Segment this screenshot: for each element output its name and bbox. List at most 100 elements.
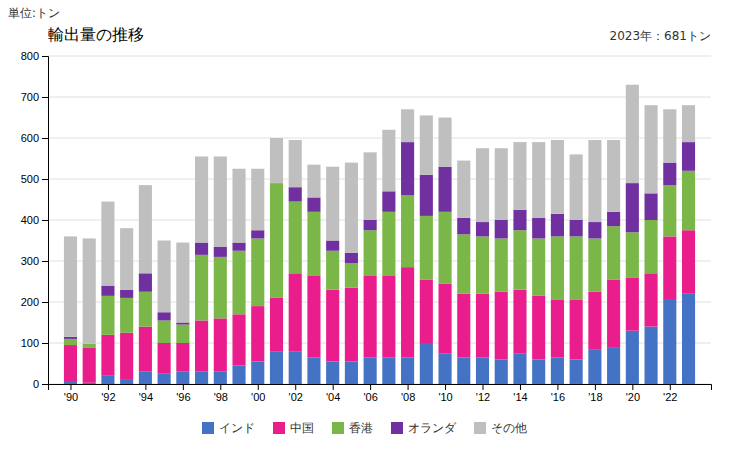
bar-segment: [382, 275, 395, 357]
x-tick-label: '10: [438, 391, 452, 403]
legend-item: オランダ: [391, 421, 457, 435]
x-tick-mark: [595, 384, 596, 390]
bar-segment: [195, 320, 208, 371]
bar-segment: [270, 351, 283, 384]
bar-segment: [364, 275, 377, 357]
bar-segment: [663, 163, 676, 186]
bar-segment: [645, 193, 658, 220]
bar-segment: [326, 241, 339, 251]
bar-segment: [345, 253, 358, 263]
bar-segment: [532, 142, 545, 218]
x-tick-mark: [183, 384, 184, 390]
bar-segment: [345, 163, 358, 253]
x-tick: '20: [626, 384, 640, 403]
y-tick-label: 600: [21, 132, 39, 144]
bar-segment: [588, 349, 601, 384]
bar-segment: [251, 361, 264, 384]
bar-segment: [307, 212, 320, 276]
x-tick-mark: [670, 384, 671, 390]
bar-segment: [158, 320, 171, 343]
bar-segment: [83, 238, 96, 343]
x-tick-label: '06: [363, 391, 377, 403]
bar-segment: [64, 337, 77, 339]
y-tick: 200: [21, 296, 48, 308]
bar-segment: [588, 140, 601, 222]
x-tick-mark: [520, 384, 521, 390]
x-tick-label: '92: [101, 391, 115, 403]
bar-segment: [382, 212, 395, 276]
y-tick-mark: [42, 220, 48, 221]
bar-segment: [139, 185, 152, 273]
bar-segment: [307, 357, 320, 384]
bar-segment: [83, 344, 96, 348]
x-tick-label: '00: [251, 391, 265, 403]
y-tick-mark: [42, 56, 48, 57]
bar-segment: [195, 243, 208, 255]
legend-swatch: [273, 422, 285, 434]
x-tick: '18: [588, 384, 602, 403]
bar-segment: [438, 118, 451, 167]
x-tick-mark: [295, 384, 296, 390]
bar-segment: [570, 154, 583, 220]
y-tick-label: 100: [21, 337, 39, 349]
bar-segment: [476, 148, 489, 222]
x-tick-mark: [370, 384, 371, 390]
bar-segment: [176, 323, 189, 325]
y-tick-label: 0: [33, 378, 39, 390]
bar-segment: [83, 348, 96, 383]
x-tick: '12: [476, 384, 490, 403]
bar-segment: [195, 156, 208, 242]
bar-segment: [682, 105, 695, 142]
series-1: [64, 230, 695, 383]
y-axis-line: [42, 57, 49, 385]
x-tick-label: '20: [626, 391, 640, 403]
bar-segment: [682, 171, 695, 230]
legend-swatch: [391, 422, 403, 434]
legend-label: 香港: [349, 421, 373, 435]
bar-segment: [626, 331, 639, 384]
bar-segment: [345, 263, 358, 288]
series-4: [64, 85, 695, 344]
y-tick-mark: [42, 97, 48, 98]
bar-segment: [401, 109, 414, 142]
bar-segment: [158, 241, 171, 313]
x-axis-line: [49, 385, 712, 391]
bar-segment: [645, 105, 658, 193]
x-tick: '14: [513, 384, 527, 403]
x-tick-label: '22: [663, 391, 677, 403]
bar-segment: [420, 175, 433, 216]
bar-segment: [495, 359, 508, 384]
bar-segment: [457, 218, 470, 234]
y-tick: 600: [21, 132, 48, 144]
grid: [48, 56, 711, 384]
bar-segment: [251, 306, 264, 361]
bar-segment: [570, 220, 583, 236]
bar-segment: [120, 290, 133, 298]
bar-segment: [364, 230, 377, 275]
bar-segment: [495, 292, 508, 360]
bar-segment: [476, 222, 489, 236]
grid-line: [48, 56, 711, 57]
y-tick-label: 500: [21, 173, 39, 185]
x-tick-mark: [333, 384, 334, 390]
bar-segment: [551, 140, 564, 214]
y-tick-label: 700: [21, 91, 39, 103]
bar-segment: [270, 183, 283, 298]
bar-segment: [476, 294, 489, 358]
bar-segment: [139, 372, 152, 384]
grid-line: [48, 138, 711, 139]
bar-segment: [195, 372, 208, 384]
bar-segment: [64, 236, 77, 336]
bar-segment: [158, 312, 171, 320]
bar-segment: [551, 300, 564, 357]
x-tick-label: '98: [214, 391, 228, 403]
grid-line: [48, 97, 711, 98]
y-tick-mark: [42, 384, 48, 385]
legend-item: 香港: [332, 421, 373, 435]
bar-segment: [270, 138, 283, 183]
x-tick-label: '08: [401, 391, 415, 403]
legend-label: その他: [491, 421, 527, 435]
bar-segment: [420, 343, 433, 384]
y-tick-mark: [42, 302, 48, 303]
x-tick: '00: [251, 384, 265, 403]
